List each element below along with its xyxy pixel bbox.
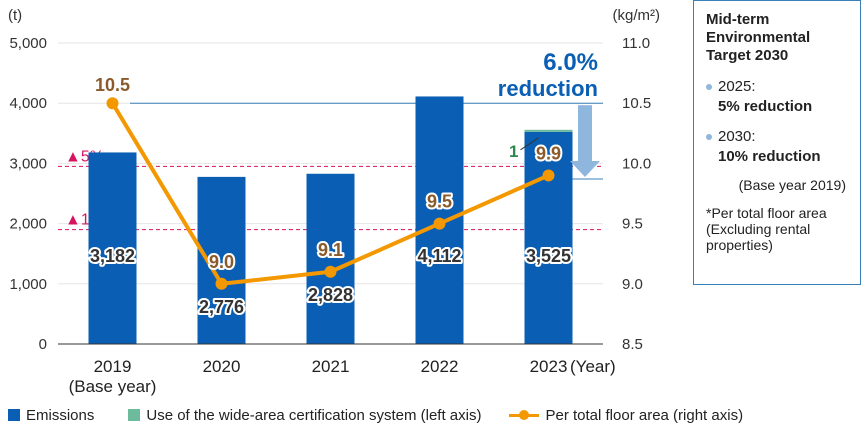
bullet-dot-icon xyxy=(706,84,712,90)
bars xyxy=(88,96,573,344)
left-tick-label: 1,000 xyxy=(9,276,47,293)
category-label: 2020 xyxy=(203,357,241,376)
point-value-label: 10.5 xyxy=(95,75,130,95)
legend: Emissions Use of the wide-area certifica… xyxy=(8,404,867,426)
right-tick-label: 10.5 xyxy=(622,95,651,112)
target-year-2030: 2030: xyxy=(718,128,756,145)
bar-emissions xyxy=(524,131,573,344)
right-tick-label: 10.0 xyxy=(622,155,651,172)
annotations: 6.0%reduction xyxy=(498,49,600,178)
target-box-title: Mid-term Environmental Target 2030 xyxy=(706,11,811,64)
reduction-arrow-head xyxy=(570,161,600,178)
right-tick-label: 9.5 xyxy=(622,216,643,233)
legend-swatch-wide-area xyxy=(128,409,141,421)
legend-swatch-emissions xyxy=(8,409,20,421)
legend-label-emissions: Emissions xyxy=(26,406,95,424)
right-axis-unit: (kg/m²) xyxy=(613,7,661,24)
point-value-label: 9.0 xyxy=(209,252,234,272)
line-point xyxy=(106,97,119,110)
bar-wide-area xyxy=(524,129,573,132)
legend-item-emissions: Emissions xyxy=(8,407,94,424)
legend-swatch-floor-area xyxy=(509,409,540,420)
line-series xyxy=(106,97,555,290)
bar-value-label: 3,182 xyxy=(90,246,135,266)
reduction-text: reduction xyxy=(498,76,598,101)
target-year-2025: 2025: xyxy=(718,78,756,95)
target-box: Mid-term Environmental Target 2030 2025:… xyxy=(693,0,861,285)
point-value-label: 9.1 xyxy=(318,240,343,260)
floor-area-note: *Per total floor area (Excluding rental … xyxy=(706,205,827,253)
bar-emissions xyxy=(306,173,355,344)
right-tick-label: 9.0 xyxy=(622,276,643,293)
target-value-2030: 10% reduction xyxy=(718,148,821,165)
emissions-chart: ▲5%▲10% 01,0002,0003,0004,0005,0008.59.0… xyxy=(8,7,660,396)
legend-label-floor-area: Per total floor area (right axis) xyxy=(545,406,744,424)
bar-value-label: 2,776 xyxy=(199,297,244,317)
left-axis-unit: (t) xyxy=(8,7,22,24)
category-label: 2019 xyxy=(94,357,132,376)
reduction-arrow-shaft xyxy=(578,105,592,164)
left-tick-label: 2,000 xyxy=(9,216,47,233)
data-labels: 3,182 2,776 2,828 4,112 3,525 10.5 9.0 9.1 9.5 9.… xyxy=(88,75,573,319)
x-axis-unit: (Year) xyxy=(570,357,616,376)
left-tick-label: 3,000 xyxy=(9,155,47,172)
line-point xyxy=(215,277,228,290)
category-label: 2021 xyxy=(312,357,350,376)
bar-value-label: 2,828 xyxy=(308,285,353,305)
target-item-2025: 2025: 5% reduction xyxy=(706,77,850,117)
base-year-note: (Base year 2019) xyxy=(738,177,846,193)
line-point xyxy=(433,217,446,230)
point-value-label: 9.9 xyxy=(536,143,561,163)
left-tick-label: 5,000 xyxy=(9,35,47,52)
right-tick-label: 8.5 xyxy=(622,336,643,353)
target-value-2025: 5% reduction xyxy=(718,98,813,115)
legend-label-wide-area: Use of the wide-area certification syste… xyxy=(146,406,482,424)
bar-value-label: 3,525 xyxy=(526,246,571,266)
target-item-2030: 2030: 10% reduction xyxy=(706,127,850,167)
bar-value-label: 4,112 xyxy=(417,246,461,266)
reduction-percent: 6.0% xyxy=(543,49,598,76)
point-value-label: 9.5 xyxy=(427,192,452,212)
line-point xyxy=(542,169,555,182)
category-label: 2023 xyxy=(530,357,568,376)
wide-area-value-label: 1 xyxy=(509,142,518,161)
bullet-dot-icon xyxy=(706,134,712,140)
category-sublabel: (Base year) xyxy=(69,377,157,396)
left-tick-label: 4,000 xyxy=(9,95,47,112)
line-point xyxy=(324,265,337,278)
legend-item-floor-area: Per total floor area (right axis) xyxy=(509,407,743,424)
right-tick-label: 11.0 xyxy=(622,35,650,52)
category-label: 2022 xyxy=(421,357,459,376)
wide-area-leader xyxy=(520,137,539,151)
left-tick-label: 0 xyxy=(39,336,47,353)
legend-item-wide-area: Use of the wide-area certification syste… xyxy=(128,407,481,424)
axes: 0 1,000 2,000 3,000 4,000 5,000 8.5 9.0 9.5 10.0 1… xyxy=(8,7,660,396)
bar-emissions xyxy=(88,152,137,344)
